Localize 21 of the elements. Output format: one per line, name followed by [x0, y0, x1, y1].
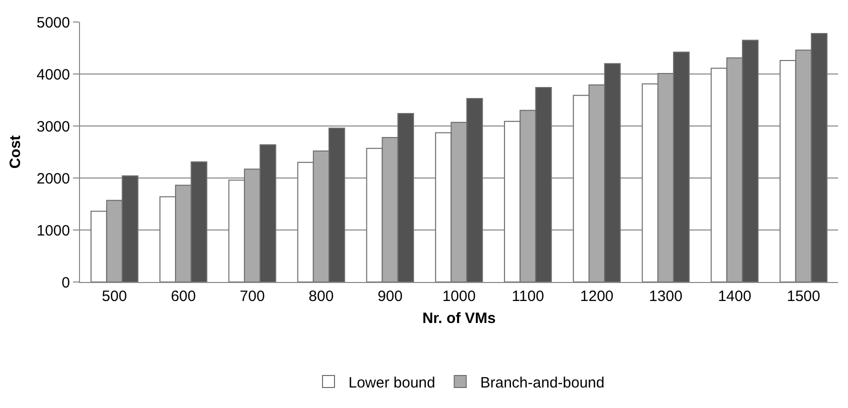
x-tick-label: 500 [102, 288, 127, 305]
x-tick-label: 1100 [512, 288, 544, 305]
x-tick-label: 1200 [580, 288, 614, 305]
x-tick-label: 1500 [786, 288, 820, 305]
x-tick-label: 900 [378, 288, 403, 305]
y-tick-label: 5000 [36, 14, 70, 32]
x-tick-label: 1300 [649, 288, 682, 305]
y-tick-label: 3000 [36, 118, 70, 136]
x-axis-title: Nr. of VMs [422, 310, 496, 327]
x-tick-label: 700 [240, 288, 265, 305]
x-tick-label: 1000 [442, 288, 476, 305]
legend-label: Branch-and-bound [480, 374, 604, 392]
legend-label: Lower bound [348, 374, 436, 392]
x-tick-label: 600 [170, 288, 196, 305]
y-tick-label: 0 [62, 274, 70, 292]
y-tick-label: 4000 [36, 66, 70, 84]
y-tick-label: 2000 [36, 170, 70, 188]
x-tick-label: 1400 [718, 288, 752, 305]
y-axis-title: Cost [6, 135, 24, 169]
y-tick-label: 1000 [36, 222, 70, 240]
x-tick-label: 800 [308, 288, 334, 305]
